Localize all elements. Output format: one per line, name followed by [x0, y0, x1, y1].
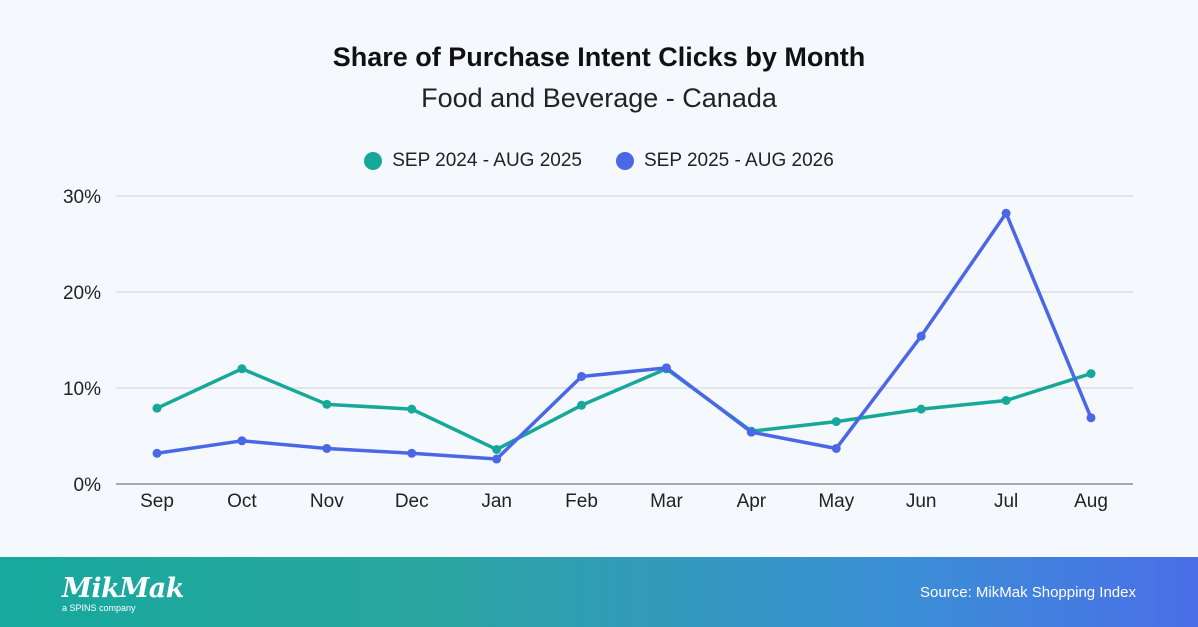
logo-subtext: a SPINS company — [62, 603, 136, 613]
chart-subtitle: Food and Beverage - Canada — [421, 83, 777, 113]
legend-item-series-2: SEP 2025 - AUG 2026 — [616, 150, 834, 172]
x-tick-label: Dec — [395, 491, 429, 512]
y-tick-label: 20% — [63, 283, 101, 304]
x-tick-label: Jan — [481, 491, 512, 512]
series-2-point — [407, 448, 417, 458]
x-tick-label: Sep — [140, 491, 174, 512]
series-1-point — [831, 417, 841, 427]
series-1-point — [152, 403, 162, 413]
x-axis-ticks: Sep Oct Nov Dec Jan Feb Mar Apr May Jun Jul Aug — [140, 491, 1108, 512]
series-2-point — [1001, 208, 1011, 218]
series-line-2 — [155, 211, 1093, 461]
x-tick-label: Nov — [310, 491, 344, 512]
series-1-point — [577, 400, 587, 410]
x-tick-label: Feb — [565, 491, 598, 512]
series-1-point — [1086, 369, 1096, 379]
y-axis-ticks: 0% 10% 20% 30% — [63, 187, 101, 496]
x-tick-label: May — [818, 491, 854, 512]
x-tick-label: Aug — [1074, 491, 1108, 512]
series-1-point — [492, 444, 502, 454]
y-tick-label: 30% — [63, 187, 101, 208]
x-tick-label: Jul — [994, 491, 1018, 512]
series-2-point — [237, 436, 247, 446]
legend-label-series-1: SEP 2024 - AUG 2025 — [392, 150, 582, 171]
source-note: Source: MikMak Shopping Index — [920, 584, 1136, 601]
series-1-point — [237, 364, 247, 374]
series-2-point — [322, 443, 332, 453]
x-tick-label: Jun — [906, 491, 937, 512]
y-tick-label: 0% — [74, 475, 102, 496]
legend-item-series-1: SEP 2024 - AUG 2025 — [364, 150, 582, 172]
series-2-point — [152, 448, 162, 458]
series-line-1 — [155, 367, 1093, 452]
legend-dot-series-2 — [616, 152, 634, 170]
series-2-point — [661, 363, 671, 373]
series-2-point — [1086, 413, 1096, 423]
series-1-point — [916, 404, 926, 414]
series-1-point — [1001, 395, 1011, 405]
series-group — [152, 208, 1096, 464]
mikmak-logo: MikMak — [62, 573, 184, 604]
line-chart: 0% 10% 20% 30% Sep Oct Nov Dec Jan Feb Mar Apr May J… — [63, 187, 1133, 512]
series-2-point — [577, 371, 587, 381]
footer-bar: MikMak a SPINS company Source: MikMak Sh… — [0, 557, 1198, 627]
series-2-point — [916, 331, 926, 341]
legend-dot-series-1 — [364, 152, 383, 170]
series-1-point — [407, 404, 417, 414]
legend: SEP 2024 - AUG 2025 SEP 2025 - AUG 2026 — [0, 150, 1198, 172]
series-2-point — [831, 443, 841, 453]
series-1-point — [322, 399, 332, 409]
legend-label-series-2: SEP 2025 - AUG 2026 — [644, 150, 834, 171]
series-2-point — [746, 427, 756, 437]
x-tick-label: Mar — [650, 491, 683, 512]
y-tick-label: 10% — [63, 379, 101, 400]
chart-title: Share of Purchase Intent Clicks by Month — [332, 42, 866, 72]
grid-lines — [116, 195, 1133, 485]
x-tick-label: Oct — [227, 491, 257, 512]
x-tick-label: Apr — [737, 491, 767, 512]
series-2-point — [492, 454, 502, 464]
